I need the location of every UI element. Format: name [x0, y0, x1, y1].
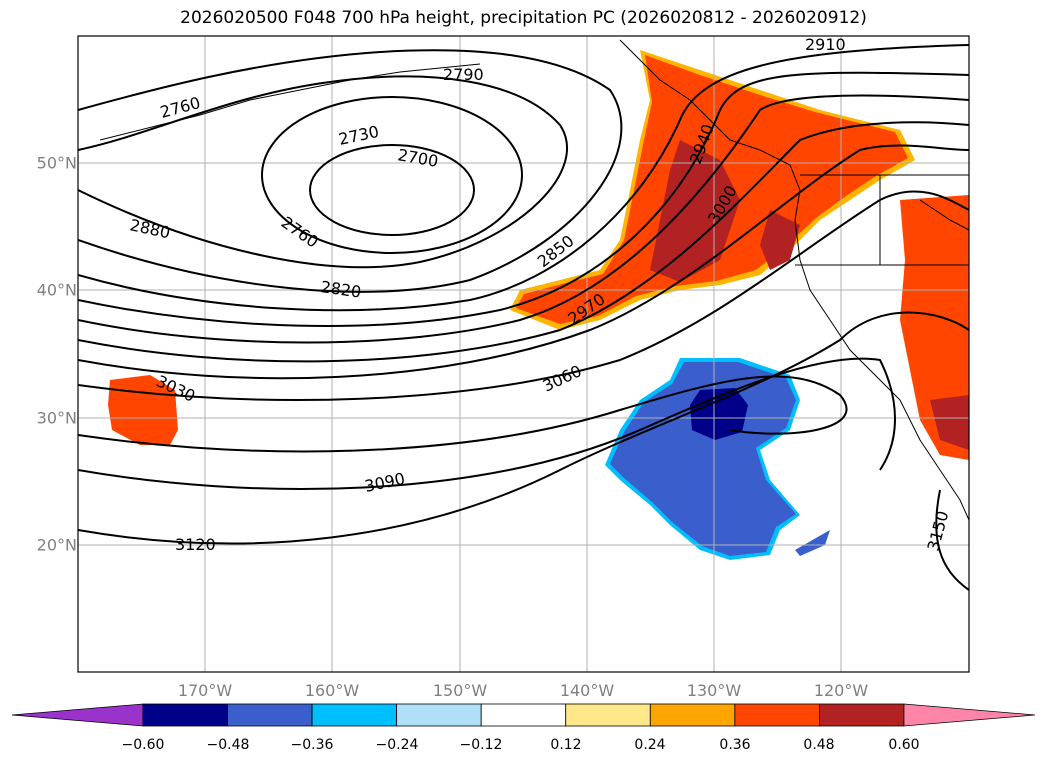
colorbar-tick: 0.24: [634, 737, 666, 753]
longitude-label: 130°W: [686, 681, 742, 700]
colorbar-segment: [565, 703, 651, 727]
longitude-label: 170°W: [177, 681, 233, 700]
height-contours: [78, 44, 969, 591]
latitude-label: 30°N: [36, 408, 77, 428]
contour-label: 2910: [805, 35, 846, 54]
colorbar-segment: [227, 703, 313, 727]
colorbar-tick: 0.36: [719, 737, 751, 753]
colorbar-segment: [649, 703, 736, 727]
contour-label: 3120: [175, 535, 216, 554]
map-frame: [77, 35, 970, 673]
colorbar-segment: [142, 703, 228, 727]
colorbar-tick: −0.48: [206, 737, 250, 753]
precip-negative-shading: [605, 358, 830, 560]
latitude-label: 50°N: [36, 153, 77, 173]
colorbar-segment: [311, 703, 398, 727]
map-title: 2026020500 F048 700 hPa height, precipit…: [180, 8, 867, 28]
colorbar-segment: [819, 703, 905, 727]
colorbar-extend-low: [11, 703, 144, 727]
contour-label: 2790: [443, 65, 484, 84]
latitude-label: 40°N: [36, 280, 77, 300]
colorbar-segment: [396, 703, 482, 727]
latitude-label: 20°N: [36, 535, 77, 555]
colorbar-tick: 0.60: [888, 737, 920, 753]
colorbar-tick: −0.36: [290, 737, 334, 753]
graticule: [78, 36, 969, 672]
longitude-label: 120°W: [813, 681, 869, 700]
colorbar-segment: [480, 703, 567, 727]
colorbar-extend-high: [903, 703, 1036, 727]
colorbar-tick: −0.12: [459, 737, 503, 753]
colorbar-tick: 0.48: [803, 737, 835, 753]
colorbar-segment: [734, 703, 820, 727]
colorbar-tick: −0.60: [121, 737, 165, 753]
longitude-label: 150°W: [432, 681, 488, 700]
colorbar-tick: −0.24: [375, 737, 419, 753]
longitude-label: 140°W: [559, 681, 615, 700]
longitude-label: 160°W: [304, 681, 360, 700]
colorbar-tick: 0.12: [550, 737, 582, 753]
map-panel: 2910 2790 2760 2730 2700 2940 3000 2880 …: [77, 35, 970, 673]
precip-positive-shading: [108, 50, 969, 460]
